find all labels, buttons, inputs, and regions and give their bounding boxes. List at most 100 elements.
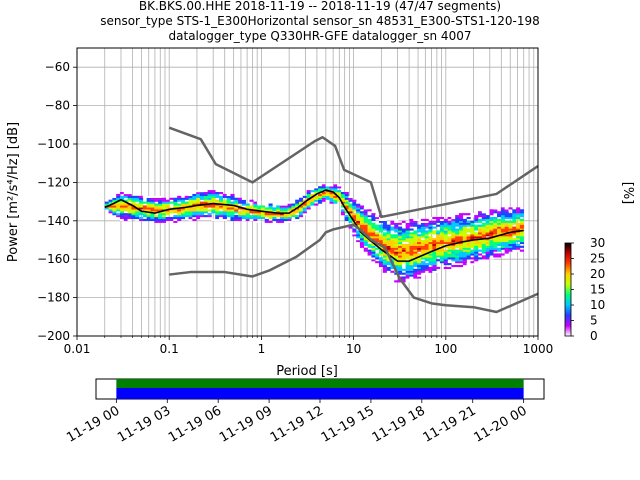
heatmap-cell — [337, 199, 342, 202]
heatmap-cell — [466, 222, 471, 225]
heatmap-cell — [409, 263, 414, 266]
heatmap-cell — [150, 195, 155, 198]
heatmap-cell — [169, 211, 174, 214]
heatmap-cell — [378, 241, 384, 245]
heatmap-cell — [116, 193, 121, 197]
heatmap-cell — [226, 209, 231, 212]
heatmap-cell — [188, 203, 193, 206]
heatmap-cell — [451, 226, 456, 229]
heatmap-cell — [500, 215, 505, 218]
heatmap-cell — [367, 209, 372, 212]
heatmap-cell — [226, 201, 231, 204]
heatmap-cell — [226, 207, 231, 210]
heatmap-cell — [230, 201, 235, 204]
heatmap-cell — [439, 228, 445, 231]
heatmap-cell — [485, 209, 490, 212]
heatmap-cell — [458, 255, 464, 258]
heatmap-cell — [253, 211, 258, 214]
heatmap-cell — [283, 209, 288, 212]
heatmap-cell — [268, 209, 273, 212]
heatmap-cell — [378, 240, 384, 243]
heatmap-cell — [432, 255, 437, 258]
heatmap-cell — [428, 245, 433, 248]
heatmap-cell — [211, 211, 216, 214]
heatmap-cell — [276, 209, 281, 212]
heatmap-cell — [478, 224, 483, 227]
heatmap-cell — [439, 230, 445, 233]
heatmap-cell — [123, 203, 128, 206]
heatmap-cell — [405, 247, 410, 250]
heatmap-cell — [451, 230, 456, 233]
heatmap-cell — [493, 243, 498, 246]
heatmap-cell — [226, 215, 231, 218]
heatmap-cell — [489, 247, 494, 250]
heatmap-cell — [420, 264, 425, 268]
heatmap-cell — [158, 215, 163, 218]
heatmap-cell — [508, 236, 513, 239]
heatmap-cell — [443, 261, 448, 264]
heatmap-cell — [295, 215, 300, 218]
heatmap-cell — [131, 216, 136, 220]
heatmap-cell — [485, 230, 490, 233]
heatmap-cell — [394, 220, 399, 223]
heatmap-cell — [135, 215, 140, 218]
heatmap-cell — [519, 240, 525, 243]
heatmap-cell — [405, 249, 410, 252]
heatmap-cell — [127, 197, 132, 200]
heatmap-cell — [359, 222, 365, 225]
heatmap-cell — [165, 216, 170, 220]
heatmap-cell — [485, 241, 490, 245]
heatmap-cell — [127, 195, 132, 198]
heatmap-cell — [215, 192, 220, 195]
heatmap-cell — [478, 234, 483, 237]
heatmap-cell — [474, 243, 479, 246]
heatmap-cell — [363, 211, 368, 214]
heatmap-cell — [375, 243, 380, 246]
heatmap-cell — [356, 238, 361, 241]
heatmap-cell — [158, 213, 163, 216]
heatmap-cell — [489, 224, 494, 227]
heatmap-cell — [401, 230, 406, 233]
heatmap-cell — [215, 211, 220, 214]
heatmap-cell — [241, 211, 246, 214]
heatmap-cell — [333, 184, 338, 187]
heatmap-cell — [375, 238, 380, 241]
heatmap-cell — [367, 245, 372, 248]
heatmap-cell — [241, 201, 246, 204]
heatmap-cell — [462, 253, 467, 256]
heatmap-cell — [432, 226, 437, 229]
heatmap-cell — [474, 224, 479, 227]
heatmap-cell — [215, 201, 220, 204]
heatmap-cell — [409, 249, 414, 252]
heatmap-cell — [474, 228, 479, 231]
heatmap-cell — [447, 245, 452, 248]
heatmap-cell — [386, 257, 391, 260]
heatmap-cell — [462, 243, 467, 246]
heatmap-cell — [378, 218, 384, 221]
heatmap-cell — [447, 263, 452, 266]
heatmap-cell — [371, 213, 376, 216]
heatmap-cell — [173, 211, 178, 214]
heatmap-cell — [363, 215, 368, 218]
heatmap-cell — [401, 243, 406, 246]
heatmap-cell — [276, 213, 281, 216]
heatmap-cell — [394, 236, 399, 239]
heatmap-cell — [504, 226, 509, 229]
heatmap-cell — [413, 238, 418, 241]
heatmap-cell — [230, 209, 235, 212]
heatmap-cell — [451, 215, 456, 218]
heatmap-cell — [504, 228, 509, 231]
heatmap-cell — [401, 251, 406, 254]
heatmap-cell — [413, 241, 418, 245]
heatmap-cell — [234, 218, 239, 221]
x-tick-label: 1 — [258, 342, 266, 356]
heatmap-cell — [519, 234, 525, 237]
heatmap-cell — [188, 193, 193, 197]
heatmap-cell — [104, 207, 109, 210]
heatmap-cell — [211, 218, 216, 221]
heatmap-cell — [363, 238, 368, 241]
heatmap-cell — [474, 218, 479, 221]
heatmap-cell — [207, 193, 212, 197]
heatmap-cell — [432, 220, 437, 223]
